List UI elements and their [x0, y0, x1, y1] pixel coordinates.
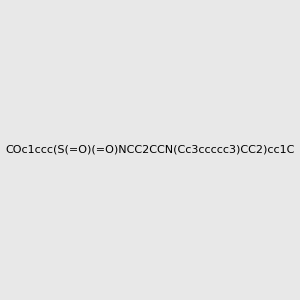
- Text: COc1ccc(S(=O)(=O)NCC2CCN(Cc3ccccc3)CC2)cc1C: COc1ccc(S(=O)(=O)NCC2CCN(Cc3ccccc3)CC2)c…: [5, 145, 295, 155]
